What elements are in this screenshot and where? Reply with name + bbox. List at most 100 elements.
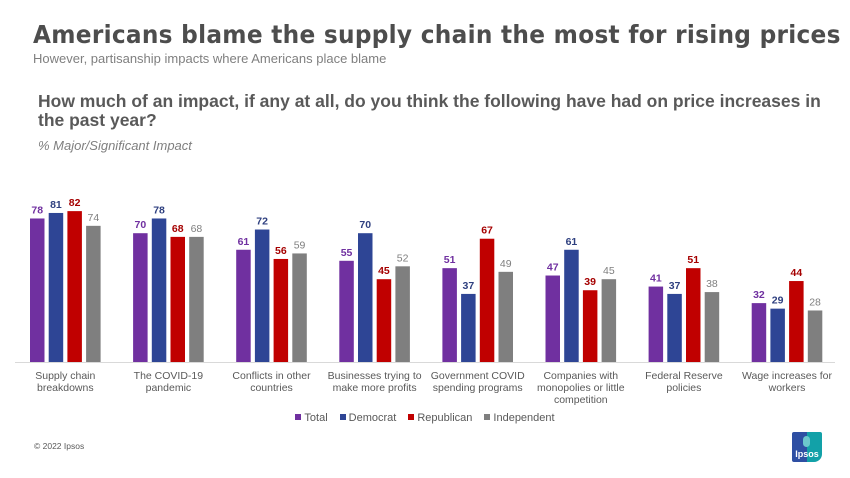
value-label-independent-1: 74 [88,212,100,224]
bars-group [30,211,823,362]
value-label-total-1: 78 [31,204,43,216]
category-label-line: countries [250,382,293,394]
bar-total-2 [133,233,148,362]
value-label-democrat-4: 70 [359,219,371,231]
bar-total-4 [339,260,354,362]
category-label-line: Government COVID [431,370,525,382]
value-label-republican-1: 82 [69,197,81,209]
bar-independent-7 [704,292,720,362]
value-label-independent-6: 45 [603,265,615,277]
value-label-republican-8: 44 [791,267,803,279]
category-label-1: Supply chain breakdowns [35,370,95,394]
bar-democrat-6 [564,249,579,362]
bar-republican-5 [479,238,495,362]
value-label-republican-3: 56 [275,245,287,257]
category-label-line: competition [554,394,608,406]
value-label-democrat-7: 37 [669,280,681,292]
category-label-3: Conflicts in other countries [232,370,311,394]
bar-democrat-8 [770,308,785,362]
bar-republican-1 [67,211,82,362]
bar-independent-3 [292,253,307,362]
value-label-democrat-1: 81 [50,199,62,211]
legend-label-independent: Independent [493,412,555,424]
bar-total-7 [648,286,664,362]
logo-mark [803,436,810,447]
bar-chart: 78 81 82 74 70 78 68 68 61 72 56 59 55 70 45 52 51 37 67 49… [15,197,835,406]
category-label-line: breakdowns [37,382,94,394]
value-label-democrat-3: 72 [256,216,268,228]
logo-right-panel [807,432,822,462]
category-label-line: Companies with [543,370,618,382]
legend-swatch-republican [408,414,415,420]
bar-total-1 [30,218,45,362]
category-label-line: Supply chain [35,370,95,382]
category-label-7: Federal Reserve policies [645,370,723,394]
category-label-4: Businesses trying to make more profits [328,370,422,394]
value-labels-group: 78 81 82 74 70 78 68 68 61 72 56 59 55 70 45 52 51 37 67 49… [31,197,821,308]
value-label-democrat-5: 37 [463,280,475,292]
bar-democrat-2 [151,218,167,362]
category-label-line: spending programs [433,382,523,394]
bar-independent-2 [189,236,204,362]
value-label-total-6: 47 [547,262,559,274]
category-labels-group: Supply chain breakdowns The COVID-19 pandem… [35,370,832,406]
copyright-text: © 2022 Ipsos [34,441,85,451]
legend-label-total: Total [304,412,328,424]
bar-total-5 [442,268,457,362]
value-label-independent-5: 49 [500,258,512,270]
category-label-line: Businesses trying to [328,370,422,382]
legend-item-democrat: Democrat [339,412,396,424]
value-label-democrat-8: 29 [772,295,784,307]
bar-republican-8 [789,281,804,362]
category-label-line: The COVID-19 [134,370,204,382]
value-label-independent-8: 28 [809,296,821,308]
category-label-line: Wage increases for [742,370,833,382]
value-label-total-3: 61 [238,236,250,248]
chart-legend: Total Democrat Republican Independent [0,412,850,424]
value-label-republican-6: 39 [584,276,596,288]
legend-swatch-total [295,414,302,420]
ipsos-logo: Ipsos [792,432,822,462]
legend-swatch-independent [484,414,491,420]
survey-question: How much of an impact, if any at all, do… [38,91,821,130]
bar-democrat-4 [358,233,373,362]
category-label-line: Conflicts in other [232,370,311,382]
value-label-total-4: 55 [341,247,353,259]
category-label-6: Companies with monopolies or little compet… [537,370,625,406]
category-label-2: The COVID-19 pandemic [134,370,204,394]
category-label-line: pandemic [146,382,192,394]
value-label-democrat-6: 61 [566,236,578,248]
category-label-line: policies [666,382,701,394]
value-label-republican-4: 45 [378,265,390,277]
bar-republican-7 [686,268,701,362]
category-label-5: Government COVID spending programs [431,370,525,394]
value-label-total-8: 32 [753,289,765,301]
value-label-independent-7: 38 [706,278,718,290]
legend-label-republican: Republican [417,412,473,424]
legend-item-independent: Independent [484,412,555,424]
question-note: % Major/Significant Impact [38,138,192,153]
value-label-independent-2: 68 [191,223,203,235]
bar-independent-6 [601,279,617,362]
bar-independent-4 [395,266,410,362]
bar-total-6 [545,275,560,362]
value-label-total-2: 70 [135,219,147,231]
bar-independent-5 [498,271,513,362]
bar-total-8 [751,303,767,362]
category-label-line: make more profits [333,382,417,394]
page-subtitle: However, partisanship impacts where Amer… [33,51,387,66]
bar-democrat-7 [667,293,682,362]
bar-democrat-1 [48,212,64,362]
category-label-8: Wage increases for workers [742,370,833,394]
bar-republican-2 [170,236,185,362]
legend-item-total: Total [295,412,328,424]
bar-republican-3 [273,258,289,362]
category-label-line: monopolies or little [537,382,625,394]
value-label-total-7: 41 [650,273,662,285]
page-title: Americans blame the supply chain the mos… [33,20,841,49]
value-label-total-5: 51 [444,254,456,266]
bar-republican-6 [582,290,598,362]
value-label-republican-5: 67 [481,225,493,237]
legend-swatch-democrat [339,414,346,420]
value-label-independent-3: 59 [294,239,306,251]
